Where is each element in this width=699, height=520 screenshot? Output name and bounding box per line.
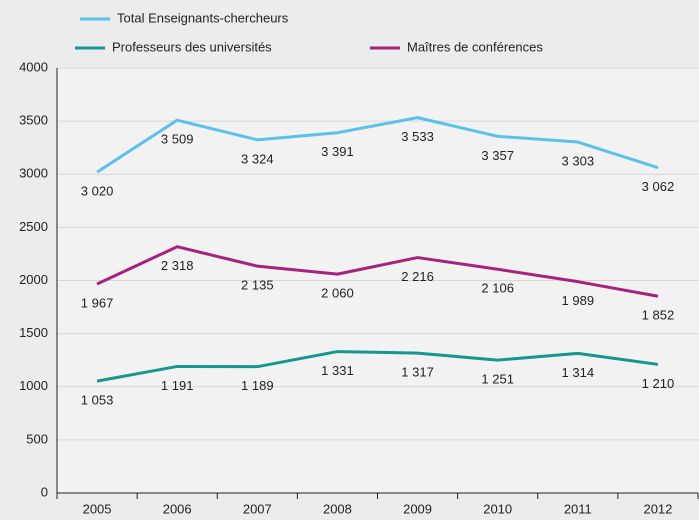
data-label: 3 533 bbox=[401, 129, 434, 144]
data-label: 3 324 bbox=[241, 151, 274, 166]
data-label: 1 189 bbox=[241, 378, 274, 393]
legend-label: Total Enseignants-chercheurs bbox=[117, 10, 289, 25]
data-label: 1 331 bbox=[321, 363, 354, 378]
data-label: 1 053 bbox=[81, 393, 114, 408]
data-label: 2 060 bbox=[321, 286, 354, 301]
data-label: 1 191 bbox=[161, 378, 194, 393]
data-label: 1 251 bbox=[481, 372, 514, 387]
data-label: 1 967 bbox=[81, 295, 114, 310]
series-line bbox=[96, 116, 659, 174]
x-tick-label: 2012 bbox=[643, 501, 672, 516]
x-tick-label: 2009 bbox=[403, 501, 432, 516]
data-label: 2 216 bbox=[401, 269, 434, 284]
series-line bbox=[96, 245, 659, 298]
data-label: 3 391 bbox=[321, 144, 354, 159]
y-tick-label: 2000 bbox=[19, 272, 48, 287]
data-label: 1 314 bbox=[562, 365, 595, 380]
x-tick-label: 2007 bbox=[243, 501, 272, 516]
y-tick-label: 3500 bbox=[19, 113, 48, 128]
x-tick-label: 2005 bbox=[83, 501, 112, 516]
data-label: 3 357 bbox=[481, 148, 514, 163]
series-line bbox=[96, 350, 659, 383]
x-tick-label: 2010 bbox=[483, 501, 512, 516]
y-tick-label: 500 bbox=[26, 431, 48, 446]
data-label: 3 020 bbox=[81, 184, 114, 199]
y-tick-label: 2500 bbox=[19, 219, 48, 234]
data-label: 1 852 bbox=[642, 308, 675, 323]
y-tick-label: 0 bbox=[41, 484, 48, 499]
data-label: 1 317 bbox=[401, 365, 434, 380]
data-label: 1 210 bbox=[642, 376, 675, 391]
y-tick-label: 3000 bbox=[19, 166, 48, 181]
x-tick-label: 2011 bbox=[564, 501, 592, 516]
y-tick-label: 1500 bbox=[19, 325, 48, 340]
legend-label: Professeurs des universités bbox=[112, 39, 272, 54]
y-tick-label: 4000 bbox=[19, 59, 48, 74]
x-tick-label: 2008 bbox=[323, 501, 352, 516]
data-label: 2 106 bbox=[481, 281, 514, 296]
legend-label: Maîtres de conférences bbox=[407, 39, 543, 54]
data-label: 2 318 bbox=[161, 258, 194, 273]
data-label: 2 135 bbox=[241, 278, 274, 293]
data-label: 1 989 bbox=[562, 293, 595, 308]
y-tick-label: 1000 bbox=[19, 378, 48, 393]
data-label: 3 062 bbox=[642, 179, 675, 194]
data-label: 3 303 bbox=[562, 153, 595, 168]
data-label: 3 509 bbox=[161, 132, 194, 147]
x-tick-label: 2006 bbox=[163, 501, 192, 516]
